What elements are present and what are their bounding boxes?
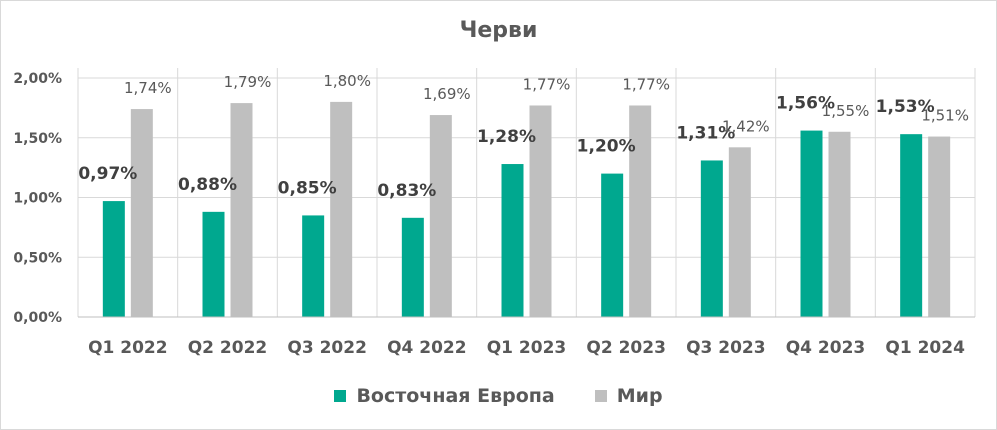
legend-swatch-world [594,390,607,402]
y-tick-label: 2,00% [13,71,62,87]
y-tick-label: 1,50% [13,131,62,147]
data-label-world: 1,42% [722,117,770,135]
data-label-eastern-europe: 1,53% [876,97,935,117]
bar-eastern-europe [800,130,823,317]
x-tick-label: Q3 2022 [287,338,367,358]
bar-eastern-europe [601,173,624,317]
bar-world [330,101,353,318]
x-tick-label: Q1 2024 [885,338,965,358]
legend-label-world: Мир [616,385,663,407]
legend-item-world: Мир [594,385,663,407]
chart-title: Черви [459,18,538,43]
bar-eastern-europe [501,164,524,317]
data-label-world: 1,77% [622,75,670,93]
data-label-eastern-europe: 0,88% [178,175,237,195]
data-label-world: 1,55% [822,102,870,120]
bar-world [529,105,552,317]
data-label-eastern-europe: 1,31% [676,123,735,143]
data-label-world: 1,51% [921,107,969,125]
x-tick-label: Q3 2023 [686,338,766,358]
bar-eastern-europe [102,201,125,317]
legend-label-eastern-europe: Восточная Европа [356,385,555,407]
bar-eastern-europe [401,217,424,317]
x-tick-label: Q1 2023 [487,338,567,358]
data-label-eastern-europe: 1,28% [477,127,536,147]
data-label-world: 1,74% [124,79,172,97]
legend: Восточная Европа Мир [0,385,997,407]
data-label-eastern-europe: 0,83% [377,181,436,201]
bar-eastern-europe [700,160,723,317]
y-tick-label: 0,00% [13,310,62,326]
bar-world [828,131,851,317]
bar-world [629,105,652,317]
data-label-world: 1,69% [423,85,471,103]
bar-world [728,147,751,317]
x-tick-label: Q2 2022 [188,338,268,358]
x-tick-label: Q4 2022 [387,338,467,358]
bar-eastern-europe [202,211,225,317]
data-label-eastern-europe: 0,85% [278,178,337,198]
data-label-world: 1,80% [323,72,371,90]
bar-eastern-europe [900,134,923,317]
y-tick-label: 1,00% [13,191,62,207]
y-tick-label: 0,50% [13,250,62,266]
x-tick-label: Q2 2023 [586,338,666,358]
legend-item-eastern-europe: Восточная Европа [334,385,555,407]
x-tick-label: Q4 2023 [786,338,866,358]
data-label-world: 1,77% [523,75,571,93]
data-label-eastern-europe: 0,97% [78,164,137,184]
bar-world [130,109,153,317]
legend-swatch-eastern-europe [334,390,347,402]
bar-world [928,136,951,317]
bar-eastern-europe [302,215,325,317]
data-label-world: 1,79% [224,73,272,91]
bar-world [429,115,452,317]
data-label-eastern-europe: 1,56% [776,94,835,114]
x-tick-label: Q1 2022 [88,338,168,358]
bar-world [230,103,253,317]
data-label-eastern-europe: 1,20% [577,137,636,157]
